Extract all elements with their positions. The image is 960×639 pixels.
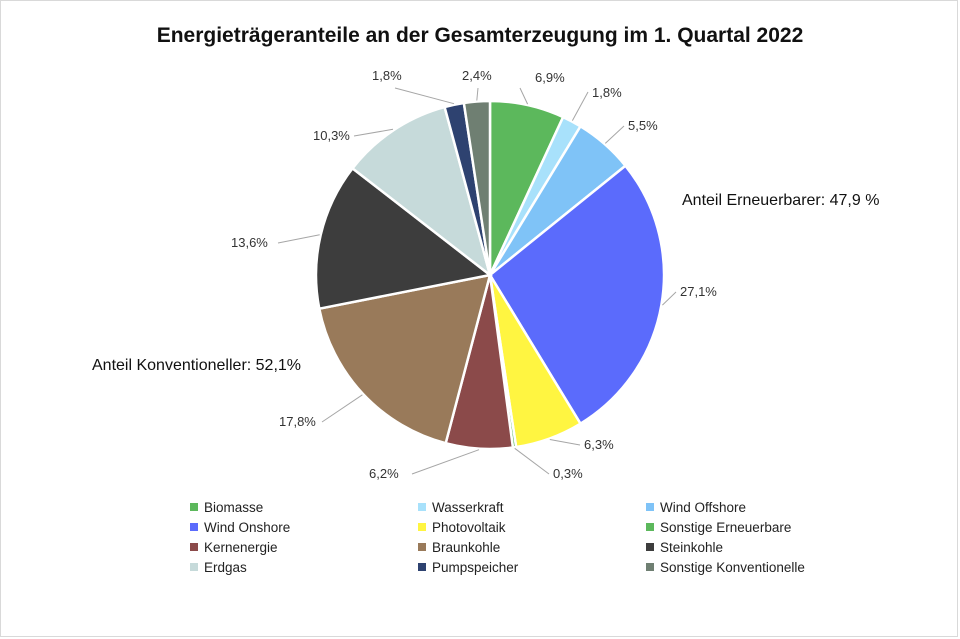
- leader-lines: [277, 87, 677, 475]
- leader-line: [514, 447, 550, 475]
- slice-label: 27,1%: [680, 284, 717, 299]
- legend-item: Photovoltaik: [418, 518, 646, 536]
- pie-slice-wind-onshore: [488, 164, 666, 426]
- legend-swatch: [646, 503, 654, 511]
- legend-item: Wind Offshore: [646, 498, 870, 516]
- legend-item: Sonstige Erneuerbare: [646, 518, 870, 536]
- legend-item: Wind Onshore: [190, 518, 418, 536]
- legend-swatch: [190, 543, 198, 551]
- legend-swatch: [418, 543, 426, 551]
- legend-label: Wind Offshore: [660, 499, 747, 515]
- legend-swatch: [190, 503, 198, 511]
- legend-swatch: [646, 563, 654, 571]
- legend-swatch: [418, 563, 426, 571]
- pie-slices: [314, 99, 666, 451]
- leader-line: [604, 125, 625, 144]
- legend-item: Braunkohle: [418, 538, 646, 556]
- legend-swatch: [418, 503, 426, 511]
- legend-label: Erdgas: [204, 559, 247, 575]
- legend-label: Wind Onshore: [204, 519, 291, 535]
- legend-label: Steinkohle: [660, 539, 724, 555]
- slice-label: 17,8%: [279, 414, 316, 429]
- slice-label: 6,9%: [535, 70, 565, 85]
- legend: Biomasse Wasserkraft Wind Offshore Wind Ons…: [190, 498, 870, 576]
- legend-label: Pumpspeicher: [432, 559, 519, 575]
- legend-item: Biomasse: [190, 498, 418, 516]
- legend-label: Braunkohle: [432, 539, 501, 555]
- legend-swatch: [646, 523, 654, 531]
- leader-line: [411, 449, 480, 475]
- slice-label: 6,2%: [369, 466, 399, 481]
- legend-label: Sonstige Erneuerbare: [660, 519, 792, 535]
- legend-item: Kernenergie: [190, 538, 418, 556]
- legend-item: Erdgas: [190, 558, 418, 576]
- slice-label: 0,3%: [553, 466, 583, 481]
- legend-item: Sonstige Konventionelle: [646, 558, 870, 576]
- leader-line: [394, 87, 455, 105]
- pie-slice-steinkohle: [314, 166, 493, 311]
- legend-label: Kernenergie: [204, 539, 278, 555]
- legend-swatch: [418, 523, 426, 531]
- slice-labels: 6,9% 1,8% 5,5% 27,1% 6,3%0,3% 6,2% 17,8% 13,6% 1…: [231, 68, 717, 481]
- leader-line: [662, 291, 677, 306]
- pie-slice-braunkohle: [317, 273, 492, 445]
- pie-slice-sonstige-konventionelle: [462, 99, 492, 276]
- legend-swatch: [190, 523, 198, 531]
- legend-swatch: [646, 543, 654, 551]
- renewables-share-label: Anteil Erneuerbarer: 47,9 %: [682, 192, 879, 209]
- slice-label: 1,8%: [372, 68, 402, 83]
- leader-line: [476, 87, 479, 101]
- conventional-share-label: Anteil Konventioneller: 52,1%: [92, 357, 301, 374]
- slice-label: 13,6%: [231, 235, 268, 250]
- legend-label: Biomasse: [204, 499, 264, 515]
- slice-label: 6,3%: [584, 437, 614, 452]
- leader-line: [571, 91, 589, 121]
- legend-label: Photovoltaik: [432, 519, 506, 535]
- legend-item: Steinkohle: [646, 538, 870, 556]
- legend-item: Pumpspeicher: [418, 558, 646, 576]
- leader-line: [353, 128, 394, 137]
- slice-label: 10,3%: [313, 128, 350, 143]
- leader-line: [277, 234, 320, 244]
- legend-label: Sonstige Konventionelle: [660, 559, 805, 575]
- leader-line: [321, 394, 363, 423]
- slice-label: 1,8%: [592, 85, 622, 100]
- leader-line: [519, 87, 529, 105]
- chart-title: Energieträgeranteile an der Gesamterzeug…: [156, 24, 804, 47]
- leader-line: [549, 439, 581, 446]
- slice-label: 5,5%: [628, 118, 658, 133]
- legend-swatch: [190, 563, 198, 571]
- legend-item: Wasserkraft: [418, 498, 646, 516]
- slice-label: 2,4%: [462, 68, 492, 83]
- legend-label: Wasserkraft: [432, 499, 504, 515]
